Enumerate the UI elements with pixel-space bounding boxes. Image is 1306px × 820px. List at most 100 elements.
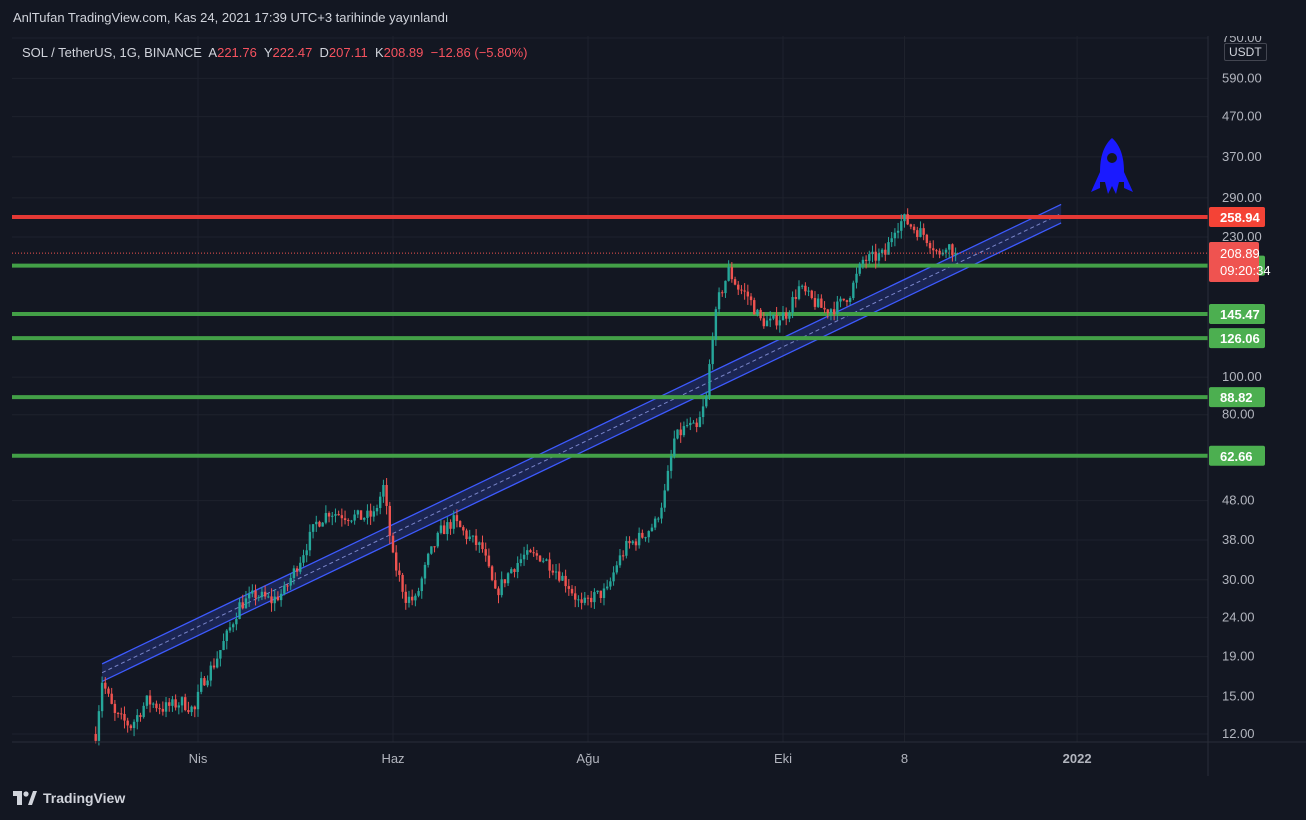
candle-body (442, 525, 446, 535)
candle-body (932, 248, 935, 251)
candle-body (711, 339, 714, 365)
candle-body (391, 535, 395, 553)
candle-body (417, 591, 420, 596)
price-tick-label: 15.00 (1222, 688, 1255, 703)
candle-body (628, 540, 631, 544)
candle-body (104, 682, 107, 689)
candle-body (340, 515, 344, 519)
candle-body (554, 571, 558, 573)
candle-body (925, 234, 929, 244)
candle-body (148, 695, 152, 705)
candle-body (698, 417, 702, 427)
candle-body (308, 531, 312, 551)
candle-body (273, 596, 276, 604)
tradingview-logo[interactable]: TradingView (13, 790, 125, 806)
price-tick-label: 100.00 (1222, 369, 1262, 384)
candle-body (350, 520, 353, 522)
candle-body (449, 522, 452, 529)
candle-body (625, 540, 628, 556)
price-chart[interactable]: 750.00590.00470.00370.00290.00230.00100.… (0, 0, 1306, 782)
candle-body (868, 254, 871, 261)
candle-body (190, 706, 193, 713)
candle-body (474, 535, 478, 545)
candle-body (880, 249, 884, 254)
candle-body (618, 555, 622, 566)
close-label: K (374, 45, 384, 60)
candle-body (848, 298, 852, 302)
candle-body (257, 597, 260, 599)
candle-body (794, 297, 797, 299)
candle-body (653, 518, 657, 528)
price-tick-label: 470.00 (1222, 109, 1262, 124)
candle-body (657, 518, 660, 520)
candle-body (602, 588, 606, 598)
candle-body (497, 588, 500, 596)
candle-body (759, 309, 762, 319)
candle-body (570, 588, 574, 594)
candle-body (407, 596, 411, 603)
candle-body (935, 250, 938, 252)
candle-body (836, 301, 839, 315)
candle-body (609, 581, 612, 587)
symbol-name[interactable]: SOL / TetherUS, 1G, BINANCE (22, 45, 202, 60)
candle-body (107, 688, 110, 694)
currency-badge[interactable]: USDT (1224, 43, 1267, 61)
candle-body (494, 580, 497, 589)
time-tick-label: Eki (774, 751, 792, 766)
candle-body (922, 228, 925, 235)
current-price-value: 208.89 (1220, 246, 1260, 261)
support-level-label: 145.47 (1220, 307, 1260, 322)
candle-body (737, 284, 740, 290)
candle-body (139, 715, 142, 717)
price-tick-label: 30.00 (1222, 572, 1255, 587)
candle-body (177, 705, 181, 708)
candle-body (446, 522, 449, 535)
candle-body (375, 508, 379, 512)
candle-body (542, 560, 545, 562)
support-level-label: 88.82 (1220, 390, 1253, 405)
time-tick-label: 8 (901, 751, 908, 766)
candle-body (136, 715, 139, 722)
candle-body (829, 309, 833, 314)
candle-body (788, 312, 791, 319)
candle-body (455, 515, 459, 522)
candle-body (781, 312, 785, 321)
candle-body (753, 300, 756, 315)
time-tick-label: Nis (189, 751, 208, 766)
candle-body (343, 518, 347, 521)
price-tick-label: 48.00 (1222, 493, 1255, 508)
candle-body (574, 593, 577, 600)
candle-body (692, 422, 695, 424)
candle-body (551, 570, 555, 573)
channel-band (102, 204, 1062, 682)
candle-body (708, 364, 711, 397)
candle-body (526, 550, 529, 555)
candle-body (426, 553, 430, 565)
candle-body (481, 542, 484, 550)
price-tick-label: 290.00 (1222, 190, 1262, 205)
candle-body (490, 566, 494, 581)
candle-body (679, 429, 682, 436)
price-tick-label: 12.00 (1222, 726, 1255, 741)
candle-body (874, 251, 877, 261)
candle-body (826, 309, 829, 314)
candle-body (580, 599, 583, 603)
candle-body (142, 705, 145, 717)
candle-body (900, 221, 903, 231)
candle-body (158, 708, 161, 710)
candle-body (714, 309, 718, 340)
candle-body (532, 552, 535, 554)
candle-body (807, 290, 810, 292)
candle-body (203, 678, 206, 686)
candle-body (161, 708, 165, 712)
candle-body (896, 230, 900, 233)
candle-body (887, 242, 890, 255)
candle-body (634, 541, 638, 546)
candle-body (644, 537, 647, 539)
candle-body (462, 527, 465, 531)
candle-body (919, 228, 922, 237)
candle-body (267, 596, 270, 598)
price-tick-label: 590.00 (1222, 70, 1262, 85)
candle-body (458, 521, 462, 528)
candle-body (279, 593, 283, 601)
